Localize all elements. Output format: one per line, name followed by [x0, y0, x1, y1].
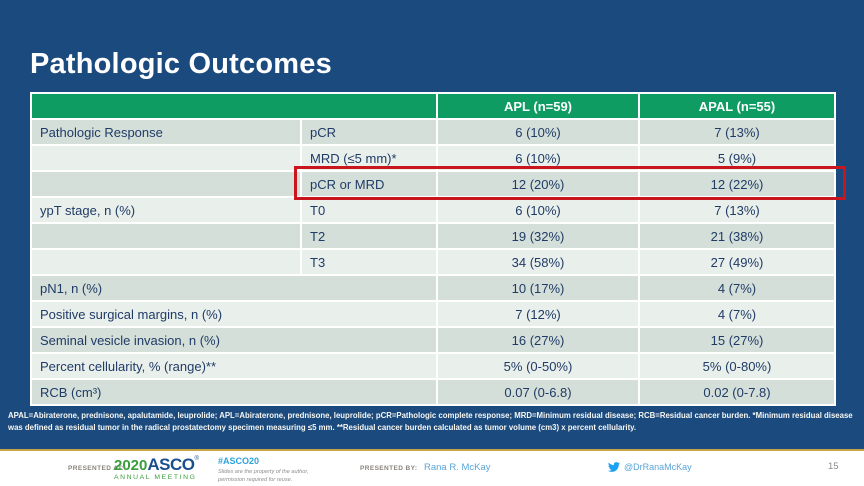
- page-number: 15: [828, 461, 839, 472]
- table-cell-apl: 12 (20%): [438, 172, 640, 198]
- table-cell-apl: 19 (32%): [438, 224, 640, 250]
- table-cell-sub: pCR or MRD: [302, 172, 438, 198]
- table-cell-apal: 4 (7%): [640, 302, 834, 328]
- asco-logo: 2020ASCO® ANNUAL MEETING: [114, 456, 199, 482]
- twitter-info: @DrRanaMcKay: [608, 461, 692, 473]
- table-cell-group: Positive surgical margins, n (%): [32, 302, 438, 328]
- asco-logo-text: ASCO: [147, 455, 195, 474]
- table-cell-group: ypT stage, n (%): [32, 198, 302, 224]
- table-cell-apl: 10 (17%): [438, 276, 640, 302]
- table-cell-sub: pCR: [302, 120, 438, 146]
- table-cell-apal: 0.02 (0-7.8): [640, 380, 834, 406]
- registered-mark-icon: ®: [194, 456, 199, 462]
- table-cell-sub: MRD (≤5 mm)*: [302, 146, 438, 172]
- table-cell-apal: 21 (38%): [640, 224, 834, 250]
- table-header-apl: APL (n=59): [438, 94, 640, 120]
- table-cell-apl: 6 (10%): [438, 146, 640, 172]
- table-cell-apl: 7 (12%): [438, 302, 640, 328]
- table-cell-group: [32, 250, 302, 276]
- table-cell-apl: 16 (27%): [438, 328, 640, 354]
- disclaimer-line1: Slides are the property of the author,: [218, 469, 309, 476]
- table-header-apal: APAL (n=55): [640, 94, 834, 120]
- table-cell-sub: T0: [302, 198, 438, 224]
- table-cell-apal: 4 (7%): [640, 276, 834, 302]
- table-cell-group: [32, 146, 302, 172]
- twitter-handle: @DrRanaMcKay: [624, 462, 692, 472]
- presented-by-label: PRESENTED BY:: [360, 465, 418, 472]
- table-cell-apal: 27 (49%): [640, 250, 834, 276]
- table-cell-apl: 34 (58%): [438, 250, 640, 276]
- twitter-bird-icon: [608, 462, 620, 472]
- table-cell-apal: 15 (27%): [640, 328, 834, 354]
- presenter-name: Rana R. McKay: [424, 462, 491, 473]
- table-cell-group: pN1, n (%): [32, 276, 438, 302]
- asco-logo-year: 2020: [114, 457, 148, 474]
- table-header-empty: [32, 94, 438, 120]
- table-cell-group: Percent cellularity, % (range)**: [32, 354, 438, 380]
- footer-bar: PRESENTED AT: 2020ASCO® ANNUAL MEETING #…: [0, 451, 864, 486]
- table-cell-apl: 0.07 (0-6.8): [438, 380, 640, 406]
- table-cell-group: [32, 172, 302, 198]
- footnote-text: APAL=Abiraterone, prednisone, apalutamid…: [8, 411, 853, 432]
- page-title: Pathologic Outcomes: [30, 48, 332, 80]
- table-cell-group: RCB (cm³): [32, 380, 438, 406]
- hashtag-text: #ASCO20: [218, 456, 260, 466]
- table-cell-apl: 6 (10%): [438, 198, 640, 224]
- table-cell-apal: 5% (0-80%): [640, 354, 834, 380]
- table-cell-apal: 7 (13%): [640, 198, 834, 224]
- gold-separator-line: [0, 449, 864, 451]
- table-cell-apl: 6 (10%): [438, 120, 640, 146]
- asco-logo-subtitle: ANNUAL MEETING: [114, 474, 197, 481]
- disclaimer-text: Slides are the property of the author, p…: [218, 468, 309, 484]
- table-cell-apl: 5% (0-50%): [438, 354, 640, 380]
- pathologic-outcomes-table: APL (n=59) APAL (n=55) Pathologic Respon…: [30, 92, 836, 406]
- table-cell-apal: 5 (9%): [640, 146, 834, 172]
- table-cell-group: Seminal vesicle invasion, n (%): [32, 328, 438, 354]
- table-cell-sub: T2: [302, 224, 438, 250]
- disclaimer-line2: permission required for reuse.: [218, 477, 293, 484]
- hashtag-block: #ASCO20 Slides are the property of the a…: [218, 456, 309, 485]
- table-cell-sub: T3: [302, 250, 438, 276]
- table-cell-group: Pathologic Response: [32, 120, 302, 146]
- table-cell-group: [32, 224, 302, 250]
- table-cell-apal: 7 (13%): [640, 120, 834, 146]
- table-cell-apal: 12 (22%): [640, 172, 834, 198]
- presented-at-label: PRESENTED AT:: [68, 465, 125, 472]
